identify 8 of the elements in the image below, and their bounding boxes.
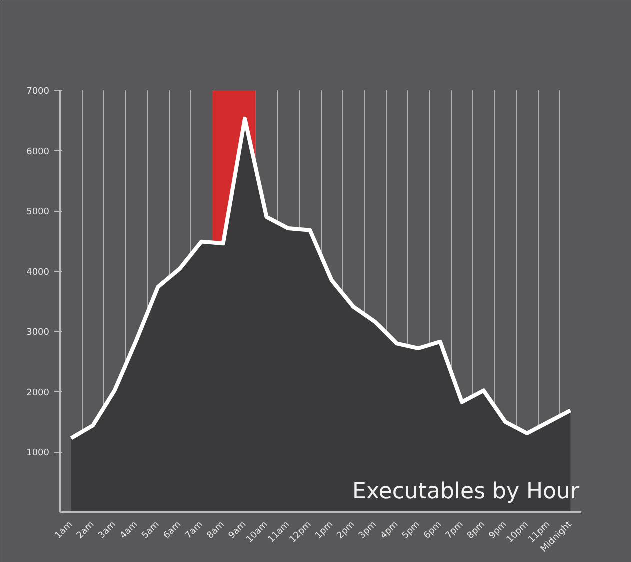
y-tick-label: 4000 [26,268,50,278]
y-tick-label: 1000 [26,448,50,459]
y-tick-label: 2000 [26,388,50,398]
y-tick-label: 7000 [26,87,50,97]
text: Executables by Hour [352,480,580,504]
y-tick-label: 5000 [26,208,50,218]
y-tick-label: 6000 [26,147,50,158]
y-tick-label: 3000 [26,328,50,338]
